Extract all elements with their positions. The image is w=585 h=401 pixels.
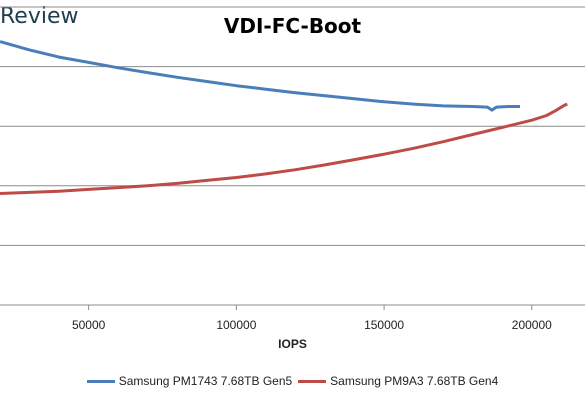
series-line-0 [0, 40, 520, 112]
legend-label-pm9a3: Samsung PM9A3 7.68TB Gen4 [330, 374, 499, 388]
series-line-1 [0, 102, 568, 195]
x-axis-ticks: 50000 100000 150000 200000 [72, 305, 552, 332]
legend-swatch-pm9a3 [298, 379, 327, 383]
x-tick-label: 50000 [72, 318, 106, 332]
chart-title: VDI-FC-Boot [223, 14, 362, 38]
legend-label-pm1743: Samsung PM1743 7.68TB Gen5 [118, 374, 293, 388]
x-tick-label: 200000 [512, 318, 552, 332]
legend: Samsung PM1743 7.68TB Gen5 Samsung PM9A3… [0, 374, 585, 388]
gridlines [0, 6, 585, 306]
x-tick-label: 150000 [364, 318, 404, 332]
series-lines [0, 40, 568, 195]
x-axis-title: IOPS [278, 337, 307, 351]
legend-item-pm1743: Samsung PM1743 7.68TB Gen5 [86, 374, 293, 388]
legend-swatch-pm1743 [86, 379, 115, 383]
x-tick-label: 100000 [216, 318, 256, 332]
legend-item-pm9a3: Samsung PM9A3 7.68TB Gen4 [298, 374, 498, 388]
watermark-logo: Review [0, 4, 79, 29]
